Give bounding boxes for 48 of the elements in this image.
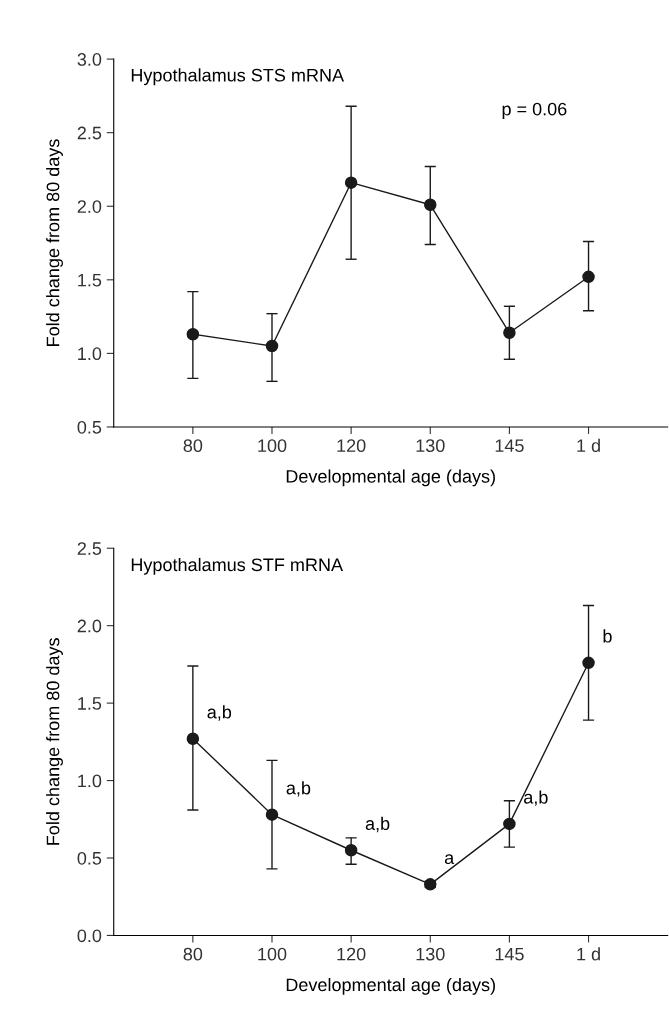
point xyxy=(503,326,516,340)
annotation: a xyxy=(444,854,455,865)
y-axis-title: Fold change from 80 days xyxy=(46,139,63,346)
point xyxy=(265,339,279,353)
annotation: a,b xyxy=(207,705,232,721)
y-tick-label: 2.0 xyxy=(77,619,102,633)
y-tick-label: 2.0 xyxy=(77,200,102,213)
point xyxy=(582,270,595,284)
x-axis-title: Developmental age (days) xyxy=(286,977,495,995)
x-tick-label: 100 xyxy=(258,947,287,961)
y-tick-label: 3.0 xyxy=(77,53,102,66)
point xyxy=(582,656,595,670)
x-tick-label: 130 xyxy=(416,947,445,961)
y-tick-label: 1.5 xyxy=(78,697,102,710)
x-tick-label: 145 xyxy=(495,947,524,961)
point xyxy=(186,328,200,341)
x-tick-label: 1 d xyxy=(577,438,600,453)
x-tick-label: 130 xyxy=(416,439,445,453)
text: Hypothalamus STF mRNA xyxy=(131,557,344,575)
point xyxy=(503,817,516,831)
x-tick-label: 120 xyxy=(337,439,366,453)
annotation: a,b xyxy=(286,781,311,797)
x-tick-label: 80 xyxy=(183,439,203,453)
y-tick-label: 0.5 xyxy=(77,420,102,434)
annotation: p = 0.06 xyxy=(502,102,567,120)
x-tick-label: 100 xyxy=(258,439,287,453)
point xyxy=(265,808,279,821)
x-tick-label: 1 d xyxy=(577,947,600,961)
annotation: a,b xyxy=(524,790,548,806)
y-axis-title: Fold change from 80 days xyxy=(46,638,63,845)
y-tick-label: 2.5 xyxy=(77,126,102,140)
chart-title: Hypothalamus STS mRNA xyxy=(131,68,345,86)
y-tick-label: 0.5 xyxy=(77,851,102,865)
annotation: b xyxy=(603,629,612,643)
x-tick-label: 80 xyxy=(183,947,203,961)
y-tick-label: 1.5 xyxy=(78,273,102,287)
y-tick-label: 1.0 xyxy=(78,774,102,788)
point xyxy=(186,732,200,745)
point xyxy=(424,198,437,212)
annotation: a,b xyxy=(365,816,390,833)
x-tick-label: 120 xyxy=(337,947,366,961)
y-tick-label: 0.0 xyxy=(77,929,102,943)
x-axis-title: Developmental age (days) xyxy=(286,469,495,487)
point xyxy=(344,176,358,189)
point xyxy=(344,844,358,857)
y-tick-label: 1.0 xyxy=(78,347,102,361)
x-tick-label: 145 xyxy=(495,439,524,453)
y-tick-label: 2.5 xyxy=(77,542,102,555)
